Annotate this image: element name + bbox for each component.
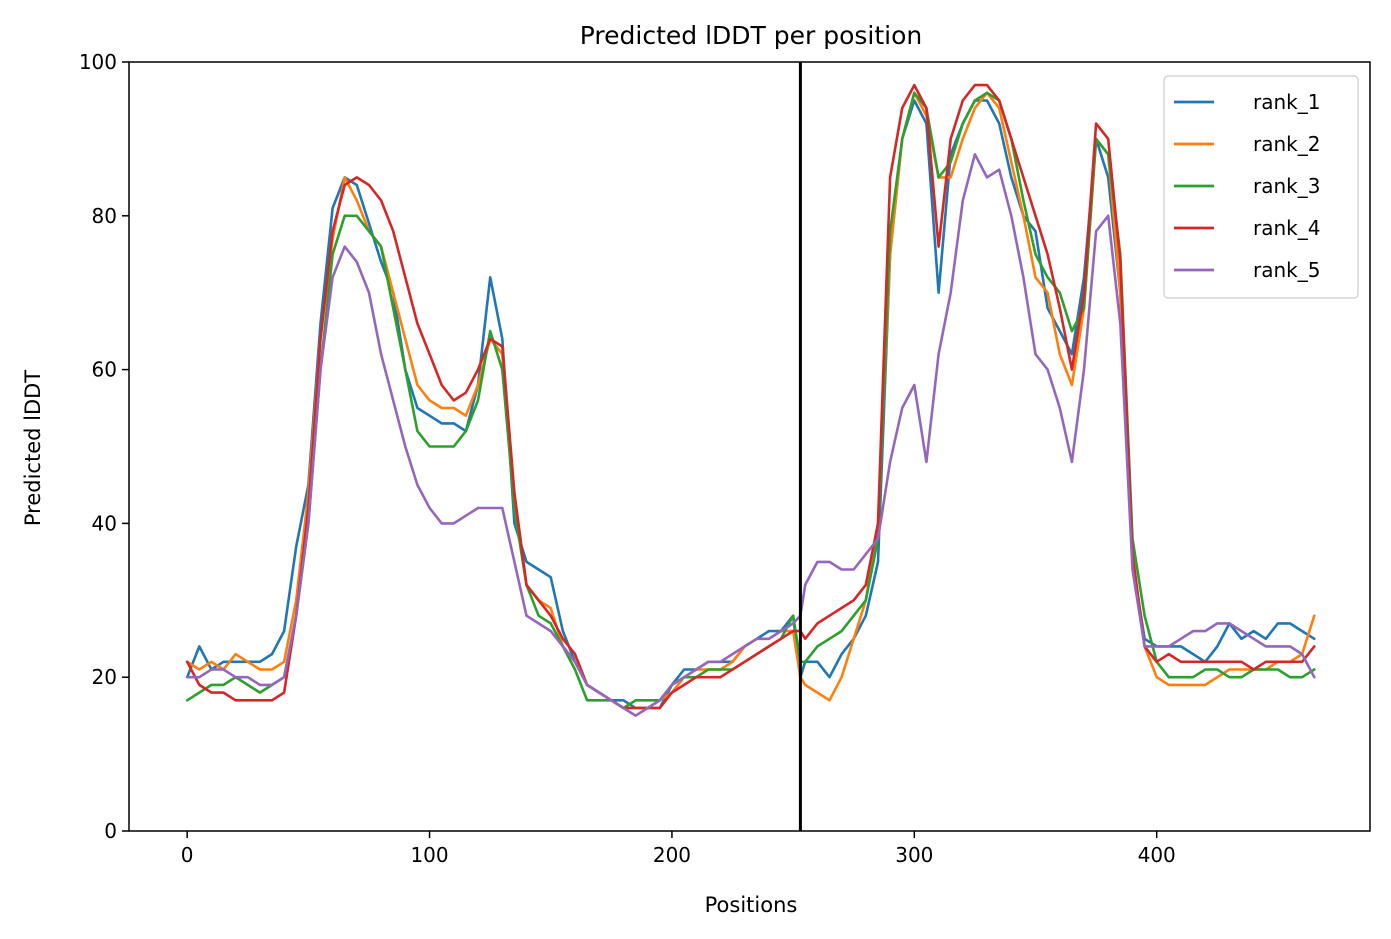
legend-label-rank_1: rank_1 (1253, 90, 1320, 114)
series-layer (185, 62, 1316, 831)
x-tick-label: 200 (653, 843, 691, 867)
legend-label-rank_3: rank_3 (1253, 174, 1320, 198)
x-tick-label: 0 (181, 843, 194, 867)
chart-title: Predicted lDDT per position (580, 21, 922, 50)
y-tick-label: 0 (104, 819, 117, 843)
x-tick-label: 400 (1138, 843, 1176, 867)
series-line-rank_5 (185, 153, 1316, 717)
y-tick-label: 40 (92, 511, 117, 535)
legend-box (1163, 75, 1359, 299)
x-tick-label: 300 (895, 843, 933, 867)
x-axis-label: Positions (705, 893, 798, 917)
legend: rank_1 rank_2 rank_3 rank_4 rank_5 (1163, 75, 1359, 299)
legend-label-rank_4: rank_4 (1253, 216, 1320, 240)
plot-frame (128, 61, 1371, 832)
y-tick-label: 60 (92, 358, 117, 382)
y-tick-label: 100 (79, 50, 117, 74)
series-line-rank_4 (185, 83, 1316, 710)
y-tick-label: 20 (92, 665, 117, 689)
y-tick-label: 80 (92, 204, 117, 228)
x-tick-label: 100 (410, 843, 448, 867)
legend-label-rank_5: rank_5 (1253, 258, 1320, 282)
ticks-layer: 0 100 200 300 400 0 20 40 60 80 100 (79, 50, 1176, 867)
legend-label-rank_2: rank_2 (1253, 132, 1320, 156)
y-axis-label: Predicted lDDT (21, 370, 45, 526)
